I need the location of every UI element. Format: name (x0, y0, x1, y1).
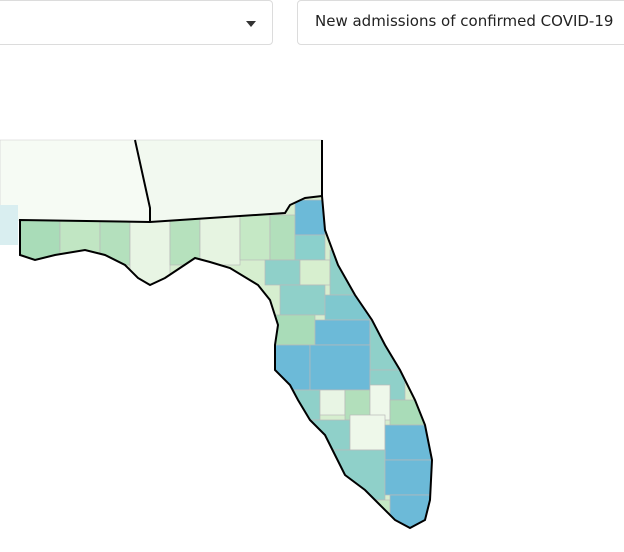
state-border (134, 139, 151, 222)
region-dropdown[interactable] (0, 0, 273, 45)
metric-label: New admissions of confirmed COVID-19 (315, 12, 614, 30)
florida-counties (20, 196, 432, 528)
dropdown-caret (246, 21, 256, 27)
mississippi-edge (0, 205, 18, 245)
alabama (0, 139, 151, 223)
metric-dropdown[interactable]: New admissions of confirmed COVID-19 (297, 0, 624, 45)
